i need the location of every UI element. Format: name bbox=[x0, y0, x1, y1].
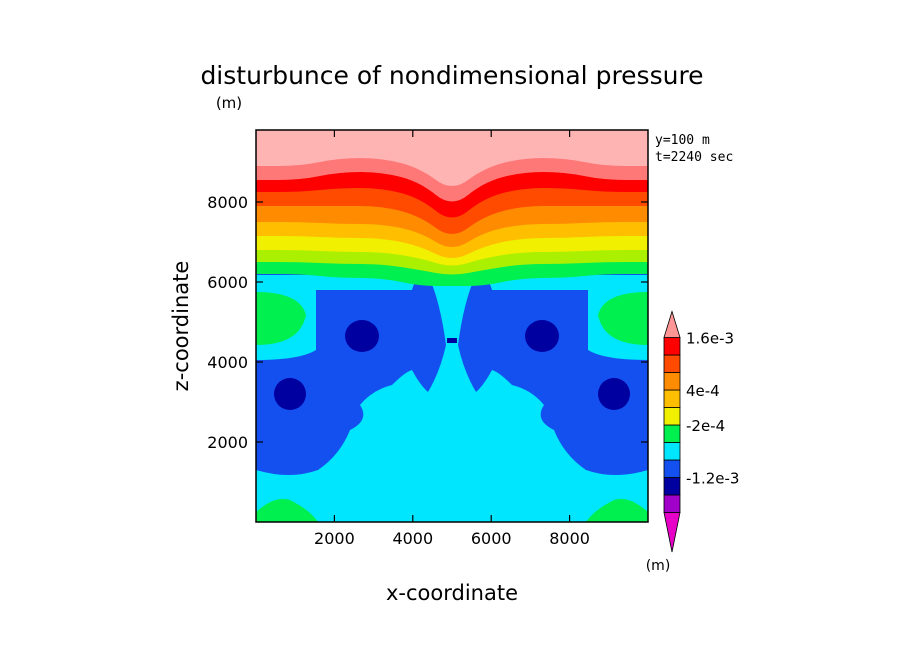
x-tick-label-2000: 2000 bbox=[314, 529, 355, 548]
colorbar-seg-2 bbox=[663, 477, 681, 496]
chart-title: disturbunce of nondimensional pressure bbox=[200, 61, 703, 90]
colorbar-seg-11 bbox=[663, 310, 681, 338]
core-dark-blue-5 bbox=[274, 378, 306, 410]
x-tick-label-4000: 4000 bbox=[392, 529, 433, 548]
title-unit: (m) bbox=[216, 94, 242, 112]
plot-frame bbox=[255, 129, 649, 523]
colorbar-seg-10 bbox=[663, 337, 681, 356]
colorbar-seg-5 bbox=[663, 424, 681, 443]
x-tick-label-6000: 6000 bbox=[471, 529, 512, 548]
axes: 2000 4000 6000 8000 2000 4000 6000 8000 bbox=[207, 130, 648, 548]
core-dark-blue-3 bbox=[345, 320, 379, 352]
colorbar-seg-7 bbox=[663, 389, 681, 408]
colorbar-seg-4 bbox=[663, 442, 681, 461]
y-axis-label: z-coordinate bbox=[169, 261, 193, 392]
y-tick-label-4000: 4000 bbox=[207, 353, 248, 372]
colorbar-label-0: 1.6e-3 bbox=[686, 330, 734, 348]
colorbar-label-1: 4e-4 bbox=[686, 382, 720, 400]
region-blue-right bbox=[458, 274, 648, 475]
y-tick-label-8000: 8000 bbox=[207, 193, 248, 212]
colorbar-label-2: -2e-4 bbox=[686, 417, 725, 435]
core-dark-blue-4 bbox=[525, 320, 559, 352]
core-dark-blue-center bbox=[447, 338, 457, 343]
colorbar: 1.6e-3 4e-4 -2e-4 -1.2e-3 bbox=[663, 310, 739, 553]
colorbar-seg-0 bbox=[663, 512, 681, 553]
info-y: y=100 m bbox=[655, 133, 710, 148]
x-axis-label: x-coordinate bbox=[386, 581, 518, 605]
colorbar-seg-6 bbox=[663, 407, 681, 426]
region-blue-left bbox=[256, 274, 446, 475]
colorbar-seg-1 bbox=[663, 494, 681, 513]
colorbar-seg-8 bbox=[663, 372, 681, 391]
region-green-bottom-left bbox=[256, 498, 318, 522]
region-green-left bbox=[256, 292, 306, 345]
contour-field bbox=[256, 130, 648, 522]
y-tick-label-6000: 6000 bbox=[207, 273, 248, 292]
colorbar-unit: (m) bbox=[646, 558, 671, 574]
colorbar-seg-3 bbox=[663, 459, 681, 478]
y-tick-label-2000: 2000 bbox=[207, 433, 248, 452]
core-dark-blue-6 bbox=[598, 378, 630, 410]
info-t: t=2240 sec bbox=[655, 150, 733, 165]
region-green-right bbox=[598, 292, 648, 345]
colorbar-label-3: -1.2e-3 bbox=[686, 470, 739, 488]
band-pink bbox=[256, 130, 648, 186]
colorbar-seg-9 bbox=[663, 354, 681, 373]
x-tick-label-8000: 8000 bbox=[549, 529, 590, 548]
region-green-bottom-right bbox=[586, 498, 648, 522]
